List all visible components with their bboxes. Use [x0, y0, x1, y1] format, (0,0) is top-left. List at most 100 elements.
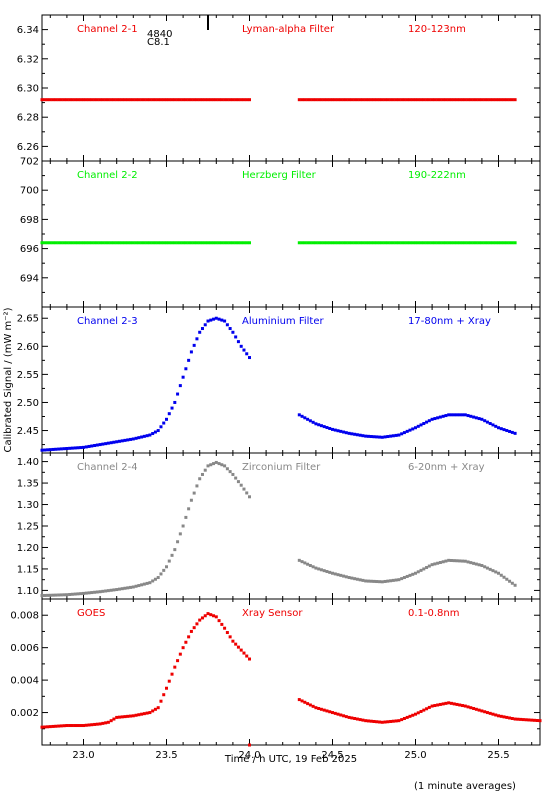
data-point [328, 98, 332, 102]
data-point [336, 712, 340, 716]
data-point [70, 724, 74, 728]
data-point [176, 659, 180, 663]
data-point [353, 241, 357, 245]
data-point [505, 98, 509, 102]
data-point [508, 241, 512, 245]
y-tick-label: 1.20 [17, 543, 39, 554]
data-point [79, 241, 83, 245]
y-tick-label: 6.30 [17, 84, 39, 95]
data-point [427, 419, 431, 423]
data-point [68, 446, 72, 450]
data-point [189, 350, 193, 354]
data-point [76, 724, 80, 728]
data-point [342, 430, 346, 434]
data-point [422, 422, 426, 426]
x-tick-label: 23.0 [72, 750, 94, 761]
data-point [181, 646, 185, 650]
data-point [145, 711, 149, 715]
data-point [383, 579, 387, 583]
event-label-top: 4840 [147, 29, 172, 40]
data-point [148, 241, 152, 245]
data-point [203, 241, 207, 245]
data-point [142, 434, 146, 438]
data-point [325, 241, 329, 245]
data-point [461, 559, 465, 563]
data-point [112, 717, 116, 721]
data-point [505, 577, 509, 581]
data-point [212, 241, 216, 245]
data-point [455, 559, 459, 563]
data-series [40, 98, 517, 102]
data-point [416, 711, 420, 715]
data-point [422, 708, 426, 712]
data-point [389, 719, 393, 723]
data-point [82, 724, 85, 728]
data-point [366, 434, 370, 438]
data-point [153, 98, 157, 102]
data-point [319, 568, 323, 572]
data-point [358, 98, 362, 102]
data-point [411, 427, 415, 431]
data-point [106, 441, 110, 445]
data-point [344, 241, 348, 245]
data-point [353, 577, 357, 581]
data-point [394, 578, 398, 582]
data-point [79, 98, 83, 102]
data-point [333, 241, 337, 245]
data-point [126, 586, 130, 590]
data-point [187, 635, 191, 639]
data-point [48, 593, 52, 597]
data-point [474, 416, 478, 420]
data-point [455, 413, 459, 417]
data-point [54, 593, 58, 597]
data-point [112, 241, 116, 245]
data-point [167, 241, 171, 245]
data-point [411, 572, 415, 576]
data-point [109, 241, 113, 245]
y-axis-label: Calibrated Signal / (mW m⁻²) [3, 307, 14, 452]
data-point [408, 428, 412, 432]
data-point [203, 614, 207, 618]
data-point [336, 98, 340, 102]
panel-frame [41, 452, 541, 600]
data-point [344, 431, 348, 435]
data-point [358, 241, 362, 245]
data-point [311, 704, 315, 708]
data-point [162, 568, 166, 572]
data-point [239, 241, 243, 245]
panel-frame [41, 14, 541, 162]
data-point [425, 566, 429, 570]
data-point [131, 437, 135, 441]
data-point [84, 445, 88, 449]
data-point [469, 706, 473, 710]
data-point [239, 648, 243, 652]
data-point [129, 585, 133, 589]
data-point [308, 419, 312, 423]
data-point [358, 578, 362, 582]
data-point [347, 576, 351, 580]
data-point [383, 98, 387, 102]
data-point [140, 435, 144, 439]
data-point [361, 434, 365, 438]
data-point [95, 241, 99, 245]
data-point [40, 241, 44, 245]
data-point [485, 420, 489, 424]
data-point [40, 448, 44, 452]
data-point [355, 717, 359, 721]
data-point [358, 718, 362, 722]
data-point [508, 429, 512, 433]
data-series [40, 460, 517, 598]
data-point [394, 98, 398, 102]
data-point [134, 713, 138, 717]
data-point [427, 564, 431, 568]
x-axis-label: Time / h UTC, 19 Feb 2025 [224, 754, 357, 765]
data-point [300, 699, 304, 703]
data-point [123, 241, 127, 245]
data-point [472, 98, 476, 102]
data-point [325, 426, 329, 430]
data-point [192, 343, 196, 347]
panel-3: 2.45 2.50 2.55 2.60 2.65 Channel 2-3 Aluminium… [17, 306, 541, 454]
data-point [350, 716, 354, 720]
data-point [508, 98, 512, 102]
data-point [195, 98, 199, 102]
